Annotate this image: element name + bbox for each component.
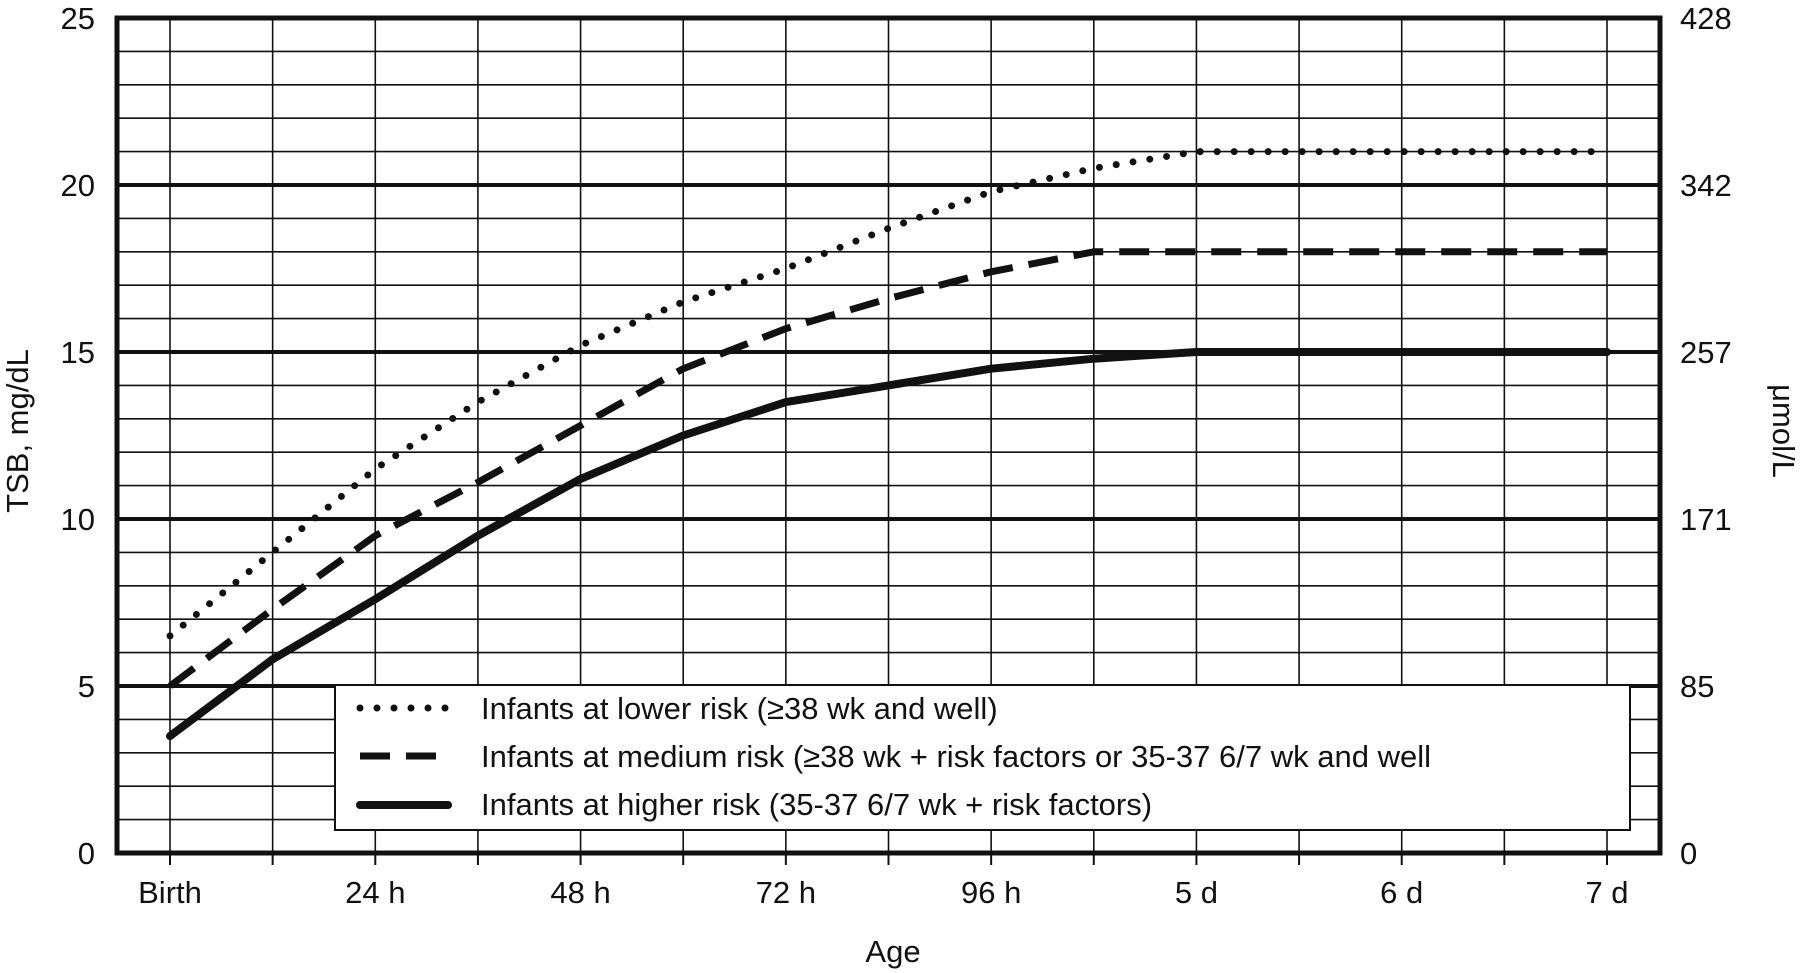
- y-left-tick-labels: 0 5 10 15 20 25: [61, 1, 95, 871]
- y-right-tick-label: 0: [1680, 836, 1697, 871]
- x-tick-label: 48 h: [550, 875, 610, 910]
- x-tick-label: 5 d: [1175, 875, 1218, 910]
- x-tick-label: 96 h: [961, 875, 1021, 910]
- y-right-tick-label: 171: [1680, 502, 1732, 537]
- series-line-solid: [166, 348, 1611, 741]
- legend-label-higher-risk: Infants at higher risk (35-37 6/7 wk + r…: [481, 787, 1152, 822]
- y-right-tick-labels: 0 85 171 257 342 428: [1680, 1, 1732, 871]
- x-tick-labels: Birth 24 h 48 h 72 h 96 h 5 d 6 d 7 d: [138, 875, 1628, 910]
- y-tick-label: 15: [61, 335, 95, 370]
- y-tick-label: 20: [61, 168, 95, 203]
- plot-frame: [114, 15, 1663, 856]
- series-line-dotted: [166, 148, 1611, 640]
- x-tick-label: 6 d: [1380, 875, 1423, 910]
- y-tick-label: 25: [61, 1, 95, 36]
- legend: Infants at lower risk (≥38 wk and well) …: [334, 684, 1631, 831]
- y-right-tick-label: 428: [1680, 1, 1732, 36]
- y-right-tick-label: 85: [1680, 669, 1714, 704]
- y-right-tick-label: 342: [1680, 168, 1732, 203]
- x-tick-label: 24 h: [345, 875, 405, 910]
- x-axis-label: Age: [865, 934, 920, 969]
- legend-label-medium-risk: Infants at medium risk (≥38 wk + risk fa…: [481, 739, 1431, 774]
- x-tick-label: Birth: [138, 875, 202, 910]
- legend-box: [334, 684, 1631, 831]
- x-tick-label: 72 h: [756, 875, 816, 910]
- legend-label-lower-risk: Infants at lower risk (≥38 wk and well): [481, 691, 998, 726]
- y-right-tick-label: 257: [1680, 335, 1732, 370]
- x-tick-label: 7 d: [1585, 875, 1628, 910]
- y-axis-label-right: μmol/L: [1766, 384, 1800, 478]
- y-tick-label: 0: [78, 836, 95, 871]
- y-axis-label-left: TSB, mg/dL: [0, 349, 35, 513]
- y-tick-label: 10: [61, 502, 95, 537]
- y-tick-label: 5: [78, 669, 95, 704]
- series-layer: [166, 148, 1611, 741]
- series-line-dashed: [167, 248, 1607, 689]
